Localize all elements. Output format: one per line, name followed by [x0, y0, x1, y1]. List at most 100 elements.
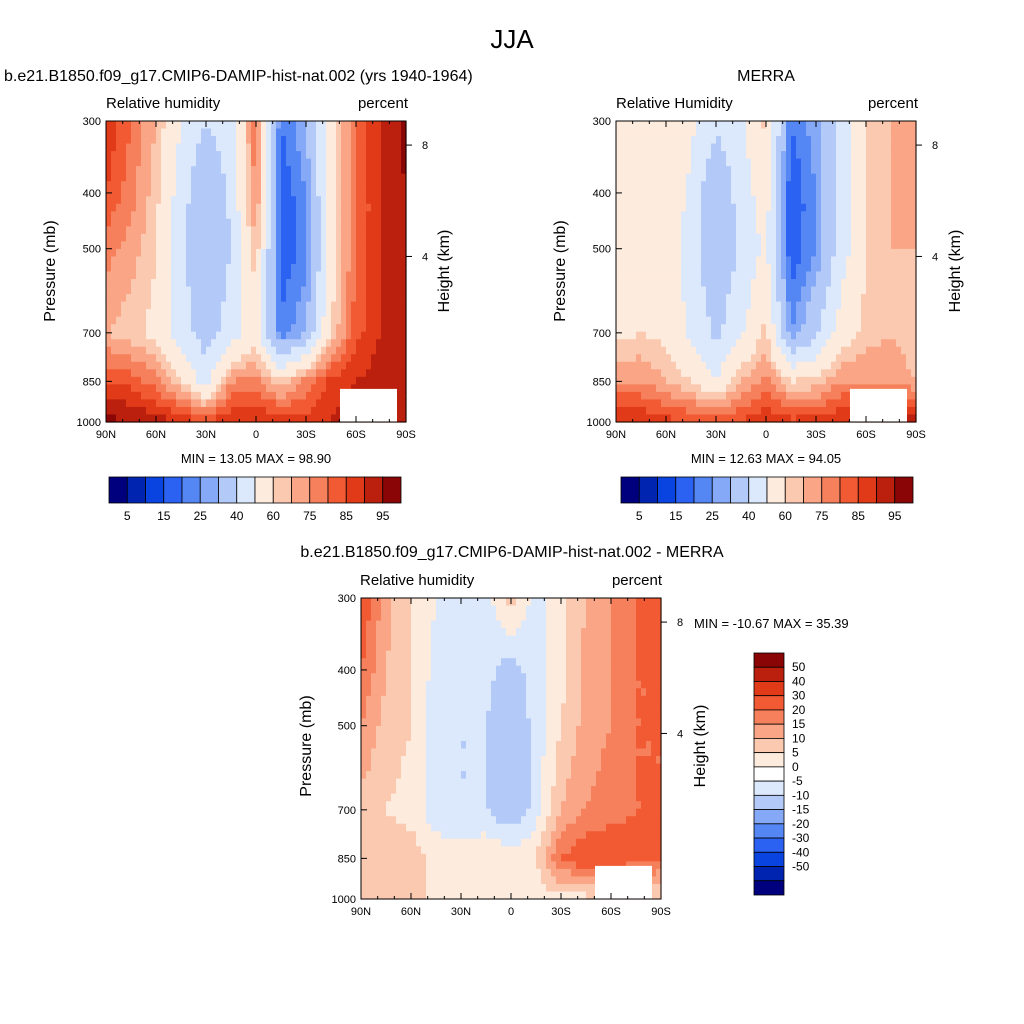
- heatmap-cell: [121, 354, 127, 363]
- heatmap-cell: [771, 256, 777, 265]
- heatmap-cell: [236, 369, 242, 378]
- heatmap-cell: [226, 331, 232, 340]
- heatmap-cell: [351, 361, 357, 370]
- heatmap-cell: [281, 301, 287, 310]
- heatmap-cell: [826, 158, 832, 167]
- heatmap-cell: [896, 136, 902, 145]
- heatmap-cell: [261, 256, 267, 265]
- heatmap-cell: [281, 271, 287, 280]
- heatmap-cell: [161, 151, 167, 160]
- heatmap-cell: [736, 241, 742, 250]
- heatmap-cell: [841, 354, 847, 363]
- heatmap-cell: [806, 263, 812, 273]
- heatmap-cell: [721, 271, 727, 280]
- heatmap-cell: [146, 384, 152, 393]
- heatmap-cell: [766, 301, 772, 310]
- heatmap-cell: [111, 414, 117, 423]
- heatmap-cell: [106, 128, 112, 137]
- heatmap-cell: [821, 301, 827, 310]
- heatmap-cell: [166, 218, 172, 227]
- heatmap-cell: [346, 384, 352, 393]
- heatmap-cell: [841, 158, 847, 167]
- heatmap-cell: [786, 136, 792, 145]
- heatmap-cell: [376, 346, 382, 355]
- heatmap-cell: [121, 331, 127, 340]
- heatmap-cell: [156, 279, 162, 288]
- heatmap-cell: [186, 226, 192, 235]
- heatmap-cell: [186, 233, 192, 242]
- heatmap-cell: [726, 339, 732, 348]
- heatmap-cell: [186, 286, 192, 295]
- heatmap-cell: [331, 173, 337, 182]
- heatmap-cell: [336, 391, 342, 401]
- heatmap-cell: [856, 286, 862, 295]
- heatmap-cell: [206, 158, 212, 167]
- heatmap-cell: [116, 271, 122, 280]
- heatmap-cell: [111, 143, 117, 152]
- heatmap-cell: [871, 256, 877, 265]
- heatmap-cell: [806, 211, 812, 220]
- heatmap-cell: [806, 391, 812, 401]
- heatmap-cell: [796, 414, 802, 423]
- heatmap-cell: [616, 354, 622, 363]
- heatmap-cell: [136, 128, 142, 137]
- heatmap-cell: [866, 158, 872, 167]
- heatmap-cell: [706, 196, 712, 205]
- heatmap-cell: [126, 406, 132, 416]
- heatmap-cell: [786, 158, 792, 167]
- heatmap-cell: [381, 196, 387, 205]
- heatmap-cell: [396, 414, 402, 423]
- heatmap-cell: [221, 121, 227, 130]
- heatmap-cell: [396, 203, 402, 212]
- heatmap-cell: [726, 384, 732, 393]
- heatmap-cell: [786, 173, 792, 182]
- heatmap-cell: [801, 406, 807, 416]
- heatmap-cell: [191, 121, 197, 130]
- heatmap-cell: [666, 241, 672, 250]
- heatmap-cell: [121, 218, 127, 227]
- heatmap-cell: [371, 136, 377, 145]
- heatmap-cell: [661, 211, 667, 220]
- heatmap-cell: [871, 346, 877, 355]
- heatmap-cell: [391, 121, 397, 130]
- heatmap-cell: [306, 406, 312, 416]
- heatmap-cell: [291, 226, 297, 235]
- heatmap-cell: [246, 286, 252, 295]
- heatmap-cell: [866, 271, 872, 280]
- heatmap-cell: [291, 136, 297, 145]
- heatmap-cell: [386, 188, 392, 197]
- heatmap-cell: [296, 136, 302, 145]
- heatmap-cell: [351, 143, 357, 152]
- heatmap-cell: [296, 226, 302, 235]
- heatmap-cell: [326, 211, 332, 220]
- heatmap-cell: [681, 294, 687, 303]
- heatmap-cell: [401, 301, 407, 310]
- heatmap-cell: [651, 384, 657, 393]
- heatmap-cell: [676, 309, 682, 318]
- heatmap-cell: [906, 324, 912, 333]
- heatmap-cell: [771, 369, 777, 378]
- heatmap-cell: [696, 399, 702, 408]
- heatmap-cell: [286, 406, 292, 416]
- heatmap-cell: [856, 158, 862, 167]
- heatmap-cell: [371, 263, 377, 273]
- heatmap-cell: [201, 128, 207, 137]
- heatmap-cell: [366, 151, 372, 160]
- heatmap-cell: [911, 294, 917, 303]
- heatmap-cell: [681, 354, 687, 363]
- heatmap-cell: [796, 279, 802, 288]
- heatmap-cell: [866, 121, 872, 130]
- heatmap-cell: [641, 181, 647, 190]
- heatmap-cell: [201, 233, 207, 242]
- heatmap-cell: [226, 391, 232, 401]
- heatmap-cell: [906, 218, 912, 227]
- heatmap-cell: [246, 406, 252, 416]
- heatmap-cell: [401, 256, 407, 265]
- heatmap-cell: [836, 369, 842, 378]
- heatmap-cell: [661, 369, 667, 378]
- heatmap-cell: [651, 391, 657, 401]
- heatmap-cell: [766, 316, 772, 325]
- heatmap-cell: [726, 128, 732, 137]
- heatmap-cell: [861, 279, 867, 288]
- heatmap-cell: [681, 248, 687, 258]
